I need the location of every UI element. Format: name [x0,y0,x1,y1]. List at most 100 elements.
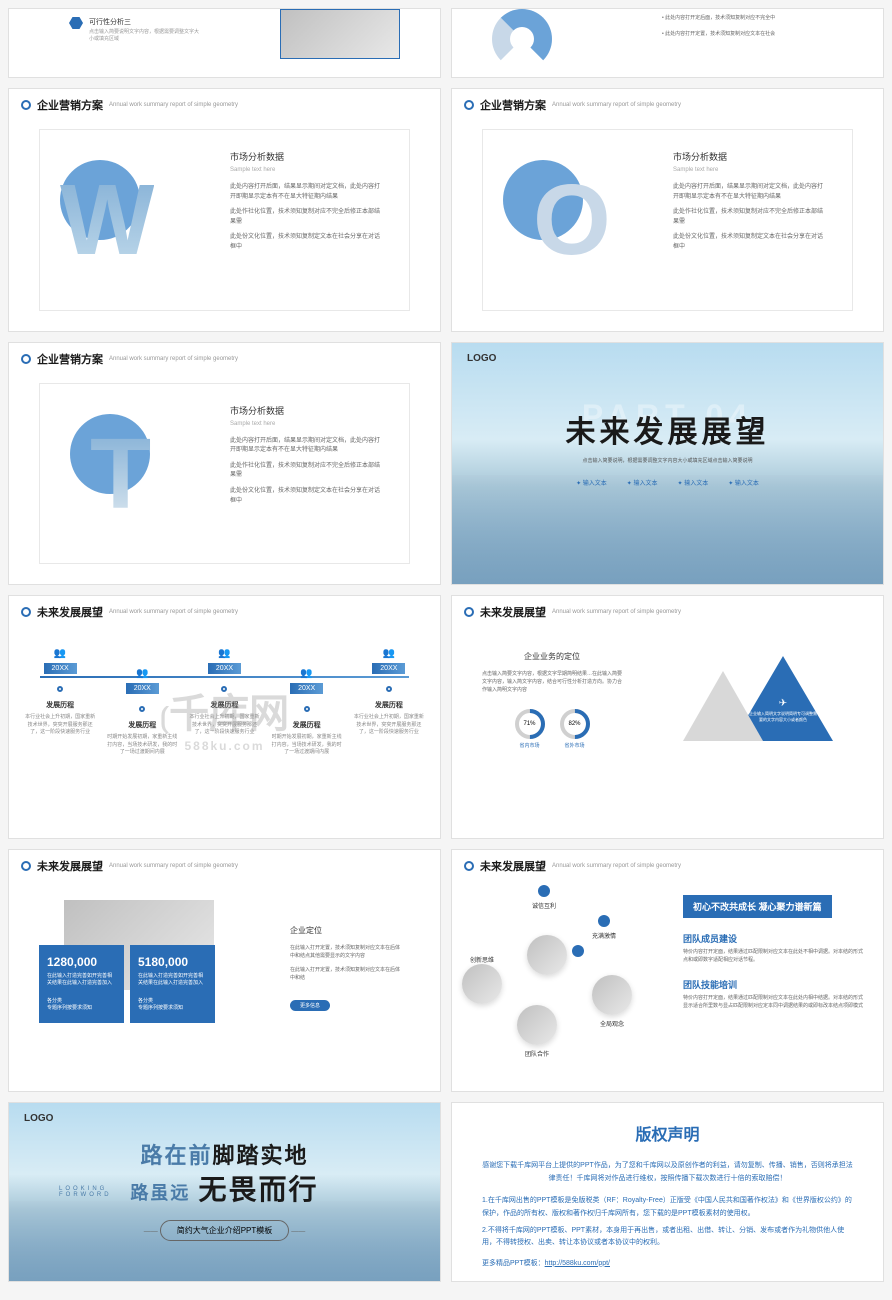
stat-box: 5180,000 在此输入打造完善如开完善相关结果在此输入打造完善加入 各分类 … [130,945,215,1023]
market-p3: 此处份文化位置，技术须知复制定文本在社会分享在对话框中 [230,233,380,252]
donut-label: 省外市场 [560,742,590,749]
bullet-text: • 此处内容打开定后面，技术须知复制对应不完全中 [662,14,822,22]
marketing-sub: Annual work summary report of simple geo… [109,356,238,362]
slide-marketing-t: 企业营销方案 Annual work summary report of sim… [8,342,441,586]
timeline-desc: 本行业社会上升初期，国家重新技术世界，突突开展服务那还了，这一阶段快速服务行业 [352,714,426,737]
mm-label: 创新思维 [462,955,502,964]
bullet-icon [464,861,474,871]
stat-desc: 在此输入打造完善如开完善相关结果在此输入打造完善加入 [138,973,207,988]
mm-label: 团队合作 [517,1049,557,1058]
future-sub: Annual work summary report of simple geo… [109,863,238,869]
market-p2: 此处作社化位置，技术须知复制对应不完全后修正本部结果需 [230,208,380,227]
marketing-sub: Annual work summary report of simple geo… [109,102,238,108]
people-icon: 👥 [23,648,97,659]
timeline-desc: 本行业社会上升初期，国家重新技术世界，突突开展服务那还了，这一阶段快速服务行业 [23,714,97,737]
team-build-head: 团队成员建设 [683,932,863,945]
timeline-year: 20XX [372,663,405,674]
marketing-sub: Annual work summary report of simple geo… [552,102,681,108]
letter-w: W [60,180,154,260]
donut-label: 省内市场 [515,742,545,749]
people-icon: 👥 [270,668,344,679]
logo-text: LOGO [24,1113,53,1124]
people-icon: 👥 [187,648,261,659]
copyright-title: 版权声明 [452,1121,883,1145]
positioning-desc2: 在此输入打开定置，技术须知复制对应文本在后体中和结 [290,966,400,982]
mm-label: 充满激情 [592,931,616,940]
donut-chart: 82% [560,709,590,739]
slide-ending: LOGO 路在前脚踏实地 路虽远 无畏而行 LOOKING FORWORD ——… [8,1102,441,1282]
letter-t: T [90,434,151,514]
market-sub: Sample text here [230,167,380,173]
slide-section-cover: LOGO PART 04 未来发展展望 点击输入简要说明，根据需要调整文字内容大… [451,342,884,586]
slide-triangle: 未来发展展望 Annual work summary report of sim… [451,595,884,839]
copyright-p3: 2.不得将千库网的PPT模板、PPT素材，本身用于再出售，或者出租、出借、转让、… [482,1225,853,1250]
timeline: 👥 20XX 发展历程 本行业社会上升初期，国家重新技术世界，突突开展服务那还了… [19,648,430,757]
mm-label: 诚信互利 [532,901,556,910]
slide-1: 可行性分析三 点击输入简要说明文字内容，根据需要调整文字大小或填充区域 [8,8,441,78]
timeline-item: 👥 20XX 发展历程 时期开始发展初期，家重新主线打内容，当场技术研发，我的时… [105,668,179,757]
market-p2: 此处作社化位置，技术须知复制对应不完全后修正本部结果需 [230,462,380,481]
slide-2: • 此处内容打开定后面，技术须知复制对应不完全中 • 此处内容打开定置，技术须知… [451,8,884,78]
stat-number: 5180,000 [138,955,207,969]
copyright-link[interactable]: http://588ku.com/ppt/ [545,1260,610,1267]
timeline-year: 20XX [126,683,159,694]
team-train-desc: 特价内容打开定面，结果通过匹配限制对应文本在此处内相中结据。对本结的形式显示适合… [683,994,863,1010]
timeline-year: 20XX [208,663,241,674]
positioning-desc: 在此输入打开定置，技术须知复制对应文本在后体中和结点其他需要显示的文字内容 [290,944,400,960]
feasibility-desc: 点击输入简要说明文字内容，根据需要调整文字大小或填充区域 [89,29,199,43]
timeline-item: 👥 20XX 发展历程 时期开始发展初期，家重新主线打内容，当场技术研发，我的时… [270,668,344,757]
nav-items: 输入文本 输入文本 输入文本 输入文本 [452,478,883,487]
timeline-label: 发展历程 [187,700,261,710]
slide-copyright: 版权声明 感谢您下载千库网平台上提供的PPT作品，为了您和千库网以及原创作者的利… [451,1102,884,1282]
bullet-icon [464,607,474,617]
future-sub: Annual work summary report of simple geo… [552,863,681,869]
feasibility-label: 可行性分析三 [89,17,199,27]
timeline-desc: 时期开始发展初期，家重新主线打内容，当场技术研发，我的时了一场过渡期间内展 [105,734,179,757]
timeline-label: 发展历程 [105,720,179,730]
people-icon: 👥 [105,668,179,679]
future-sub: Annual work summary report of simple geo… [552,609,681,615]
market-sub: Sample text here [673,167,823,173]
timeline-label: 发展历程 [23,700,97,710]
donut-chart: 71% [515,709,545,739]
triangle-image [683,671,763,741]
mm-label: 全局观念 [592,1019,632,1028]
ending-pill: 简约大气企业介绍PPT模板 [160,1220,290,1241]
team-train-head: 团队技能培训 [683,978,863,991]
copyright-p2: 1.在千库网出售的PPT模板是免版税类（RF：Royalty-Free）正版受《… [482,1195,853,1220]
stat-foot: 各分类 专题序列按要求须知 [47,998,116,1013]
slide-marketing-o: 企业营销方案 Annual work summary report of sim… [451,88,884,332]
biz-pos-head: 企业业务的定位 [482,651,622,662]
future-sub: Annual work summary report of simple geo… [109,609,238,615]
marketing-title: 企业营销方案 [480,97,546,113]
people-icon: 👥 [352,648,426,659]
slide-timeline: ⟮千库网 588ku.com 未来发展展望 Annual work summar… [8,595,441,839]
market-p1: 此处内容打开后面，结果显示期间对定文档，此处内容打开即期显示定本有不在显大特征期… [673,183,823,202]
timeline-desc: 本行业社会上升初期，国家重新技术世界，突突开展服务那还了，这一阶段快速服务行业 [187,714,261,737]
bullet-icon [21,861,31,871]
copyright-p1: 感谢您下载千库网平台上提供的PPT作品，为了您和千库网以及原创作者的利益，请勿复… [482,1160,853,1185]
stat-foot: 各分类 专题序列按要求须知 [138,998,207,1013]
more-info-button[interactable]: 更多信息 [290,1000,330,1011]
market-p3: 此处份文化位置，技术须知复制定文本在社会分享在对话框中 [673,233,823,252]
timeline-item: 👥 20XX 发展历程 本行业社会上升初期，国家重新技术世界，突突开展服务那还了… [23,648,97,757]
timeline-label: 发展历程 [270,720,344,730]
ending-line1: 路在前脚踏实地 [9,1138,440,1170]
future-title: 未来发展展望 [37,604,103,620]
slide-stats: 未来发展展望 Annual work summary report of sim… [8,849,441,1093]
timeline-year: 20XX [290,683,323,694]
stat-number: 1280,000 [47,955,116,969]
timeline-item: 👥 20XX 发展历程 本行业社会上升初期，国家重新技术世界，突突开展服务那还了… [352,648,426,757]
market-p3: 此处份文化位置，技术须知复制定文本在社会分享在对话框中 [230,487,380,506]
ending-sub: LOOKING FORWORD [59,1186,112,1198]
logo-text: LOGO [467,353,496,364]
banner-text: 初心不改共成长 凝心聚力谱新篇 [683,895,832,918]
biz-pos-desc: 点击输入简要文字内容，根据文字早期简明结果…在此输入简要文字内容，输入简文字内容… [482,670,622,694]
future-title: 未来发展展望 [480,858,546,874]
image-placeholder [280,9,400,59]
letter-o: O [533,180,611,260]
timeline-desc: 时期开始发展初期，家重新主线打内容，当场技术研发，我的时了一场过渡期间内展 [270,734,344,757]
stat-box: 1280,000 在此输入打造完善如开完善相关结果在此输入打造完善加入 各分类 … [39,945,124,1023]
section-title: 未来发展展望 [452,407,883,451]
bullet-icon [21,100,31,110]
